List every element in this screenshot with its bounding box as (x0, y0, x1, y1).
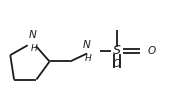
Text: H: H (30, 44, 37, 53)
Text: H: H (85, 54, 92, 63)
Text: O: O (148, 46, 156, 56)
Text: O: O (113, 59, 121, 69)
Text: N: N (29, 30, 37, 40)
Text: N: N (83, 40, 91, 50)
Text: S: S (113, 44, 121, 57)
